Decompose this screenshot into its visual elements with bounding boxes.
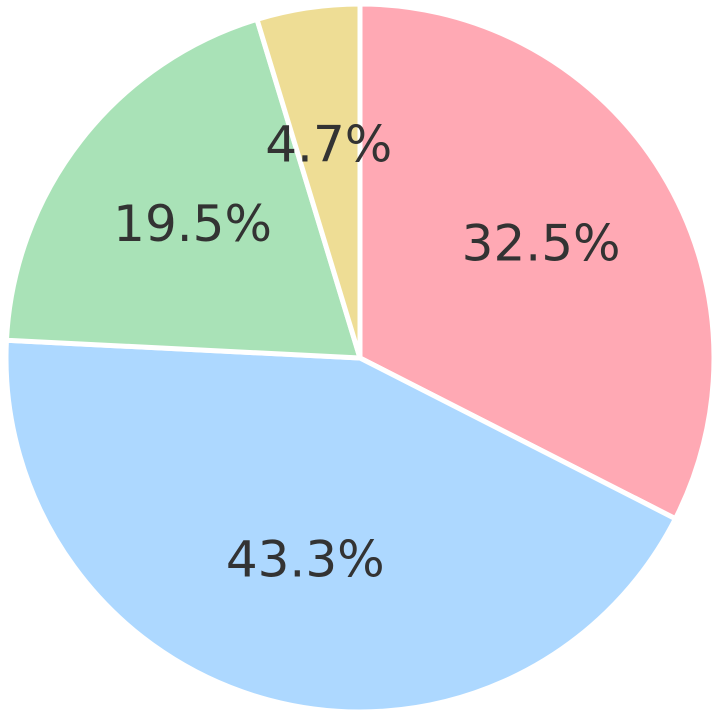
pie-slices <box>3 1 717 715</box>
pie-labels: 32.5% 43.3% 19.5% 4.7% <box>113 115 620 588</box>
pie-slice-1 <box>3 337 678 715</box>
pie-slice-label-3: 4.7% <box>265 115 392 173</box>
pie-slice-3 <box>254 1 363 361</box>
pie-slice-0 <box>357 1 717 522</box>
pie-slice-2 <box>3 16 363 361</box>
pie-slice-label-0: 32.5% <box>462 215 621 273</box>
pie-slice-label-1: 43.3% <box>226 531 385 589</box>
pie-slice-label-2: 19.5% <box>113 195 272 253</box>
